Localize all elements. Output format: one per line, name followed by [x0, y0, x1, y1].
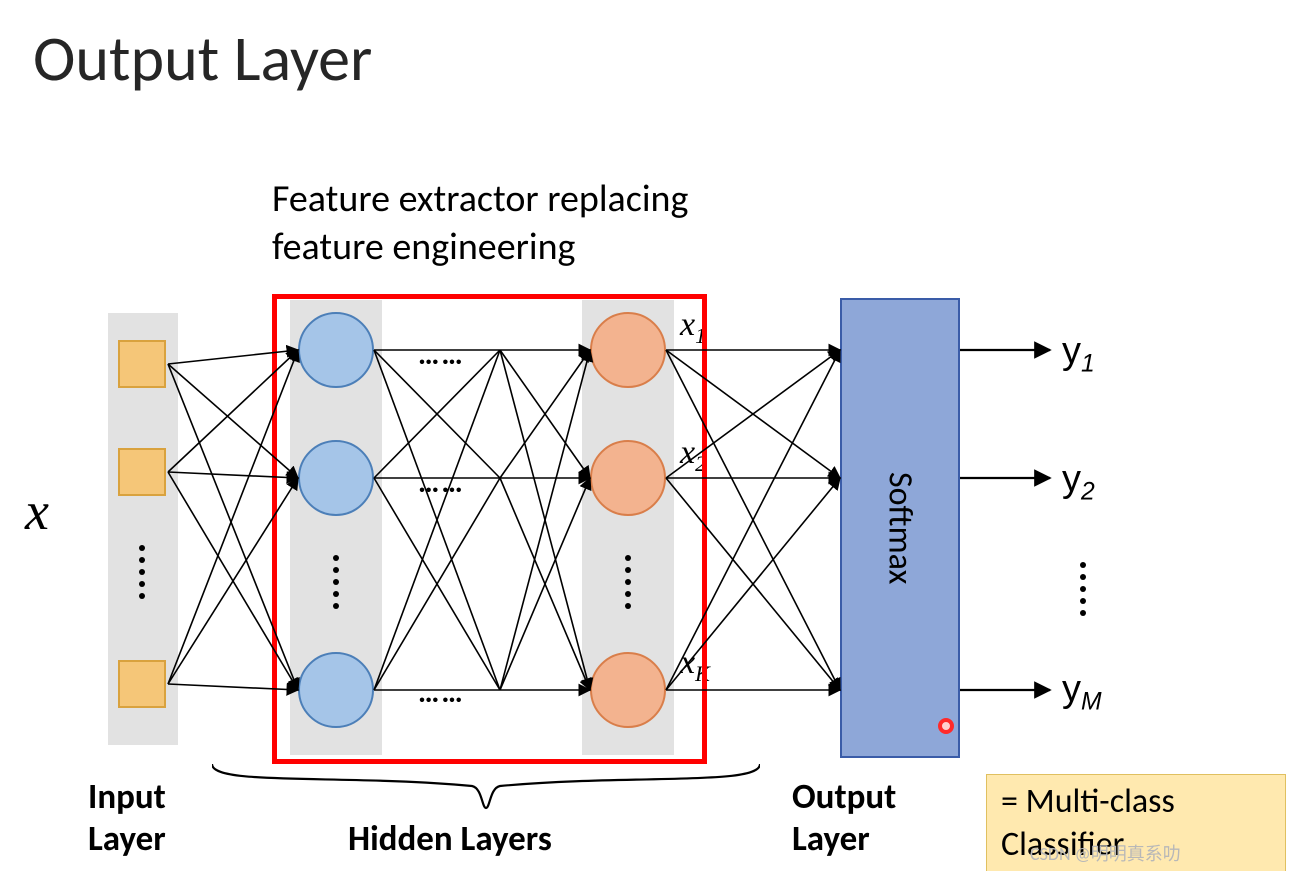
hidden-layers-brace [212, 764, 760, 814]
input-layer-label: Input Layer [88, 776, 166, 860]
output-label-line2: Layer [792, 818, 896, 860]
hidden-layers-label: Hidden Layers [348, 818, 552, 860]
classifier-line1: = Multi-class [1001, 781, 1271, 824]
input-label-line2: Layer [88, 818, 166, 860]
output-layer-label: Output Layer [792, 776, 896, 860]
watermark-text: CSDN @明明真系叻 [1030, 840, 1181, 866]
input-label-line1: Input [88, 776, 166, 818]
laser-pointer-icon [938, 718, 954, 734]
output-label-line1: Output [792, 776, 896, 818]
connections-svg [0, 0, 1297, 871]
